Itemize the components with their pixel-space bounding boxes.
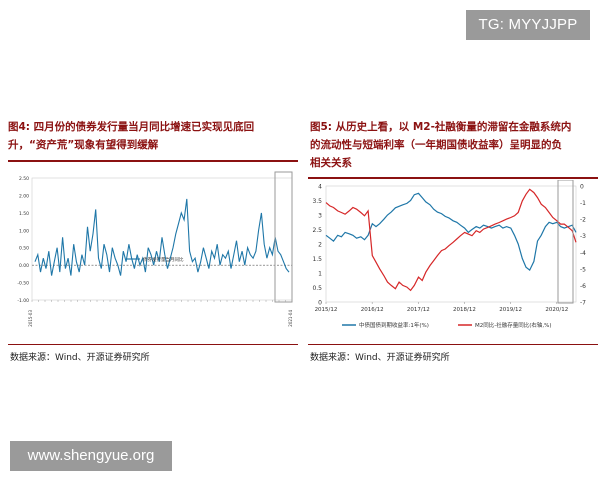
y-tick-label: -1.00 [17,298,29,304]
x-tick-label-last: 2021-04 [288,310,293,327]
x-tick-label-first: 2015-03 [28,310,33,327]
x-tick-label: 2019/12 [499,307,522,313]
fig4-source: 数据来源：Wind、开源证券研究所 [10,353,150,363]
fig4-chart: 2.50 2.00 1.50 1.00 0.50 0.00 -0.50 -1.00 2015-0… [17,171,293,327]
watermark-bottom: www.shengyue.org [10,441,172,471]
legend-label: 债券发行量当月同比 [143,256,184,263]
watermark-top: TG: MYYJJPP [466,10,590,40]
highlight-box [274,171,293,303]
right-tick-label: -2 [580,217,586,224]
series-line-bond-issuance [34,198,290,276]
fig5-source: 数据来源：Wind、开源证券研究所 [310,353,450,363]
legend-label-yield: 中债国债到期收益率:1年(%) [359,321,429,329]
left-tick-label: 0 [318,300,322,307]
left-tick-label: 3 [318,213,322,220]
right-tick-label: -6 [580,283,586,290]
plot-frame [325,185,577,303]
fig5-title-line3: 相关关系 [310,157,352,169]
y-tick-label: -0.50 [17,281,29,287]
right-tick-label: -4 [580,250,586,257]
series-line-yield [325,192,577,272]
fig5-title-line2: 的流动性与短端利率（一年期国债收益率）呈明显的负 [310,139,562,151]
fig5-title-rule [308,177,598,179]
left-tick-label: 1 [318,271,322,278]
fig5-title-line1: 图5: 从历史上看，以 M2-社融衡量的滞留在金融系统内 [310,121,572,133]
fig5-bottom-rule [308,344,598,345]
x-tick-label: 2017/12 [407,307,430,313]
right-tick-label: -3 [580,233,586,240]
fig4-title-line1: 图4: 四月份的债券发行量当月同比增速已实现见底回 [8,121,255,133]
y-tick-label: 1.00 [19,228,29,234]
x-tick-label: 2015/12 [315,307,338,313]
fig4-bottom-rule [8,344,298,345]
y-tick-label: 2.00 [19,193,29,199]
left-tick-label: 2 [318,242,322,249]
fig5-chart: 0 0.5 1 1.5 2 2.5 3 3.5 4 0 -1 -2 -3 -4 -5 -6 -7 2015/12 2… [312,180,586,329]
left-tick-label: 1.5 [312,256,322,263]
fig4-title: 图4: 四月份的债券发行量当月同比增速已实现见底回 升，“资产荒”现象有望得到缓… [8,118,296,154]
fig5-title: 图5: 从历史上看，以 M2-社融衡量的滞留在金融系统内 的流动性与短端利率（一… [310,118,596,172]
y-tick-label: 2.50 [19,176,29,182]
series-line-m2-minus-tsf [325,188,577,292]
right-tick-label: -1 [580,200,586,207]
x-tick-label: 2018/12 [453,307,476,313]
left-tick-label: 3.5 [312,198,322,205]
left-tick-label: 4 [318,184,322,191]
x-tick-label: 2020/12 [545,307,568,313]
y-tick-label: 1.50 [19,211,29,217]
fig4-title-line2: 升，“资产荒”现象有望得到缓解 [8,139,159,151]
x-tick-label: 2016/12 [361,307,384,313]
right-tick-label: -5 [580,266,586,273]
right-tick-label: -7 [580,300,586,307]
right-tick-label: 0 [580,184,584,191]
legend-label-m2: M2同比-社融存量同比(右轴,%) [475,321,552,329]
fig4-title-rule [8,160,298,162]
y-tick-label: 0.50 [19,246,29,252]
highlight-box [557,180,574,304]
left-tick-label: 2.5 [312,227,322,234]
left-tick-label: 0.5 [312,285,322,292]
y-tick-label: 0.00 [19,263,29,269]
